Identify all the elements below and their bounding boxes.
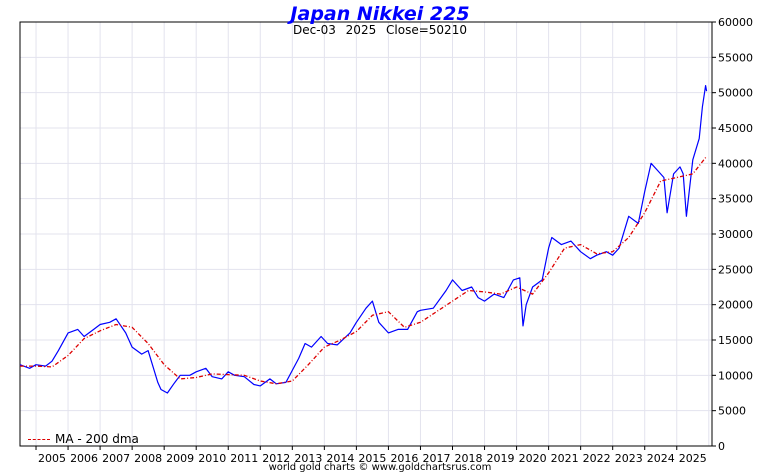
x-tick-label: 2014 [326, 452, 354, 465]
x-tick-label: 2010 [198, 452, 226, 465]
y-tick-label: 5000 [718, 405, 746, 418]
x-tick-label: 2005 [38, 452, 66, 465]
y-tick-label: 60000 [718, 16, 753, 29]
footer-credit: world gold charts © www.goldchartsrus.co… [268, 462, 492, 473]
y-tick-label: 0 [718, 440, 725, 453]
x-tick-label: 2011 [230, 452, 258, 465]
x-tick-label: 2009 [166, 452, 194, 465]
y-tick-label: 40000 [718, 157, 753, 170]
ma-200-line [20, 155, 708, 385]
legend: MA - 200 dma [28, 432, 139, 446]
axis-labels: 0 5000 10000 15000 20000 25000 30000 35000 40000… [35, 16, 753, 465]
x-tick-label: 2012 [262, 452, 290, 465]
x-tick-label: 2025 [679, 452, 707, 465]
x-tick-label: 2019 [487, 452, 515, 465]
x-tick-label: 2017 [422, 452, 450, 465]
y-tick-label: 35000 [718, 193, 753, 206]
legend-ma-swatch [28, 438, 50, 440]
x-tick-label: 2008 [134, 452, 162, 465]
y-tick-label: 25000 [718, 263, 753, 276]
legend-ma-label: MA - 200 dma [55, 432, 139, 446]
date-label: Dec-03 [293, 23, 336, 37]
x-tick-label: 2016 [390, 452, 418, 465]
x-tick-label: 2015 [358, 452, 386, 465]
y-tick-label: 45000 [718, 122, 753, 135]
year-label: 2025 [345, 23, 377, 37]
x-tick-label: 2013 [294, 452, 322, 465]
grid-lines [20, 21, 712, 447]
x-tick-label: 2018 [455, 452, 483, 465]
nikkei-price-line [19, 84, 708, 394]
chart-title: Japan Nikkei 225 [290, 3, 470, 25]
x-tick-label: 2020 [519, 452, 547, 465]
series-layer [19, 84, 708, 394]
y-tick-label: 10000 [718, 369, 753, 382]
x-tick-label: 2007 [102, 452, 130, 465]
y-tick-label: 15000 [718, 334, 753, 347]
close-label: Close=50210 [386, 23, 467, 37]
y-tick-label: 20000 [718, 299, 753, 312]
y-tick-label: 30000 [718, 228, 753, 241]
x-tick-label: 2023 [615, 452, 643, 465]
x-tick-label: 2006 [70, 452, 98, 465]
x-tick-label: 2024 [647, 452, 675, 465]
x-tick-label: 2021 [551, 452, 579, 465]
chart-subtitle: Dec-03 2025 Close=50210 [0, 23, 760, 37]
y-tick-label: 55000 [718, 51, 753, 64]
x-tick-label: 2022 [583, 452, 611, 465]
y-tick-label: 50000 [718, 87, 753, 100]
